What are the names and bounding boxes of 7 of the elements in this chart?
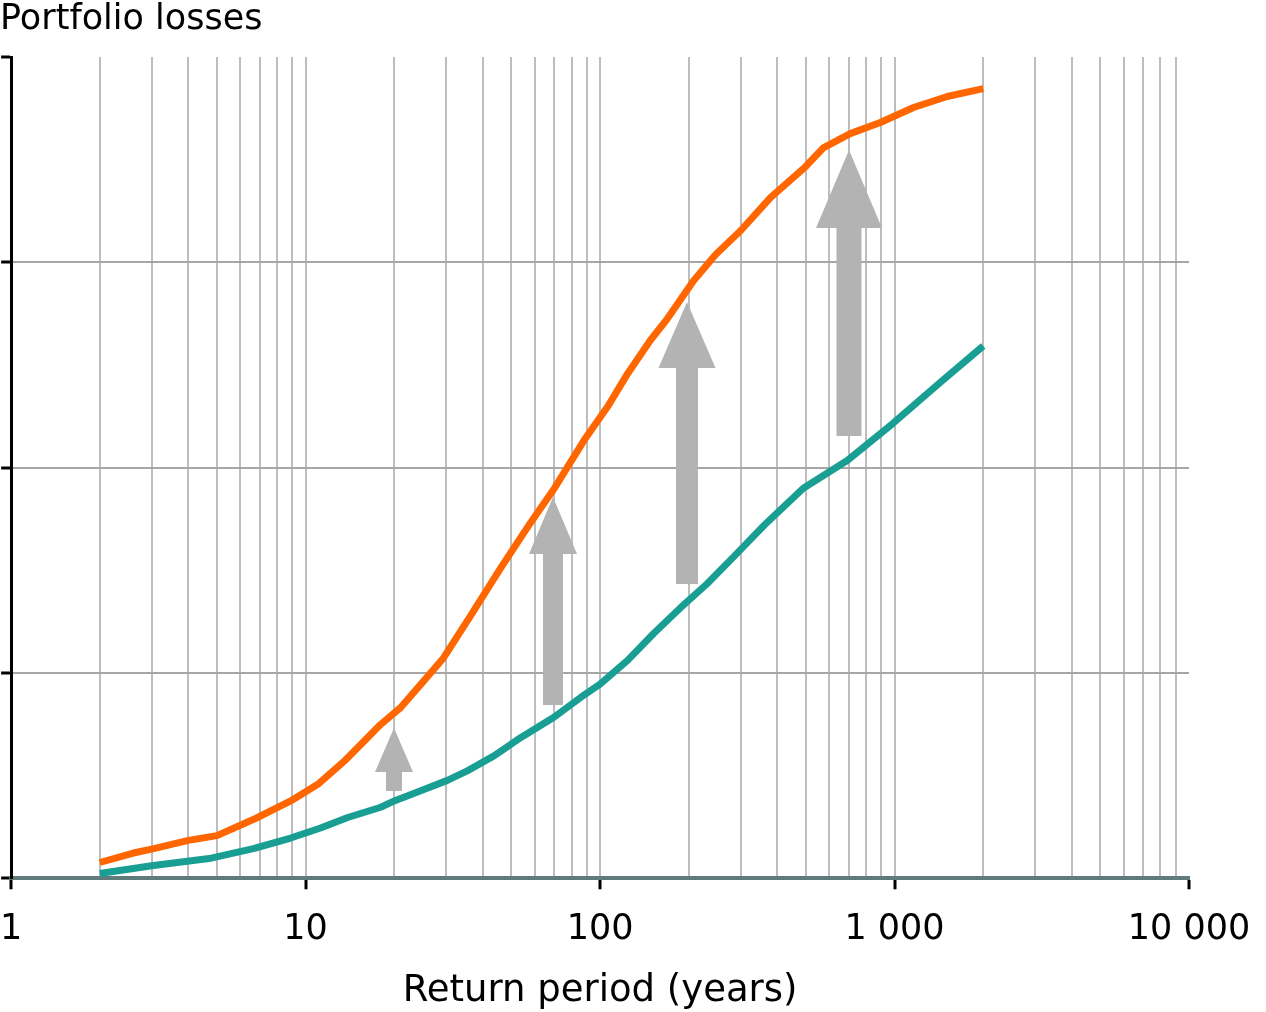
x-tick-label: 10 000 [1127, 907, 1251, 948]
x-tick-label: 10 [283, 907, 328, 948]
y-axis-title: Portfolio losses [0, 0, 263, 37]
x-axis-title: Return period (years) [402, 967, 798, 1011]
x-tick-label: 100 [566, 907, 634, 948]
x-tick-label: 1 000 [844, 907, 945, 948]
x-tick-label: 1 [0, 907, 23, 948]
